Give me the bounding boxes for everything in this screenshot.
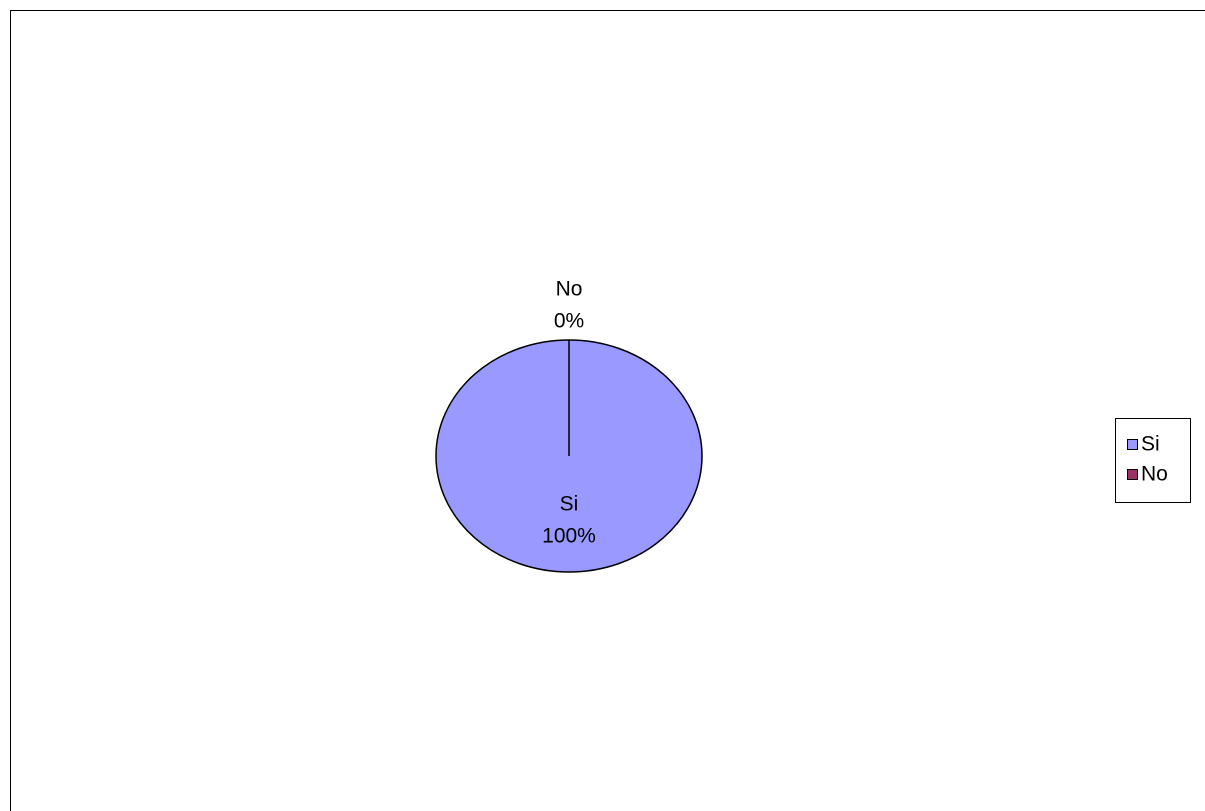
legend-label: Si (1141, 433, 1160, 456)
legend-swatch (1127, 439, 1138, 450)
legend-swatch (1127, 469, 1138, 480)
slice-category-label: Si (560, 492, 579, 515)
legend-label: No (1141, 463, 1168, 486)
legend-box (1115, 418, 1191, 503)
slice-value-label: 100% (542, 524, 596, 547)
slice-category-label: No (556, 278, 583, 301)
slice-value-label: 0% (554, 310, 584, 333)
